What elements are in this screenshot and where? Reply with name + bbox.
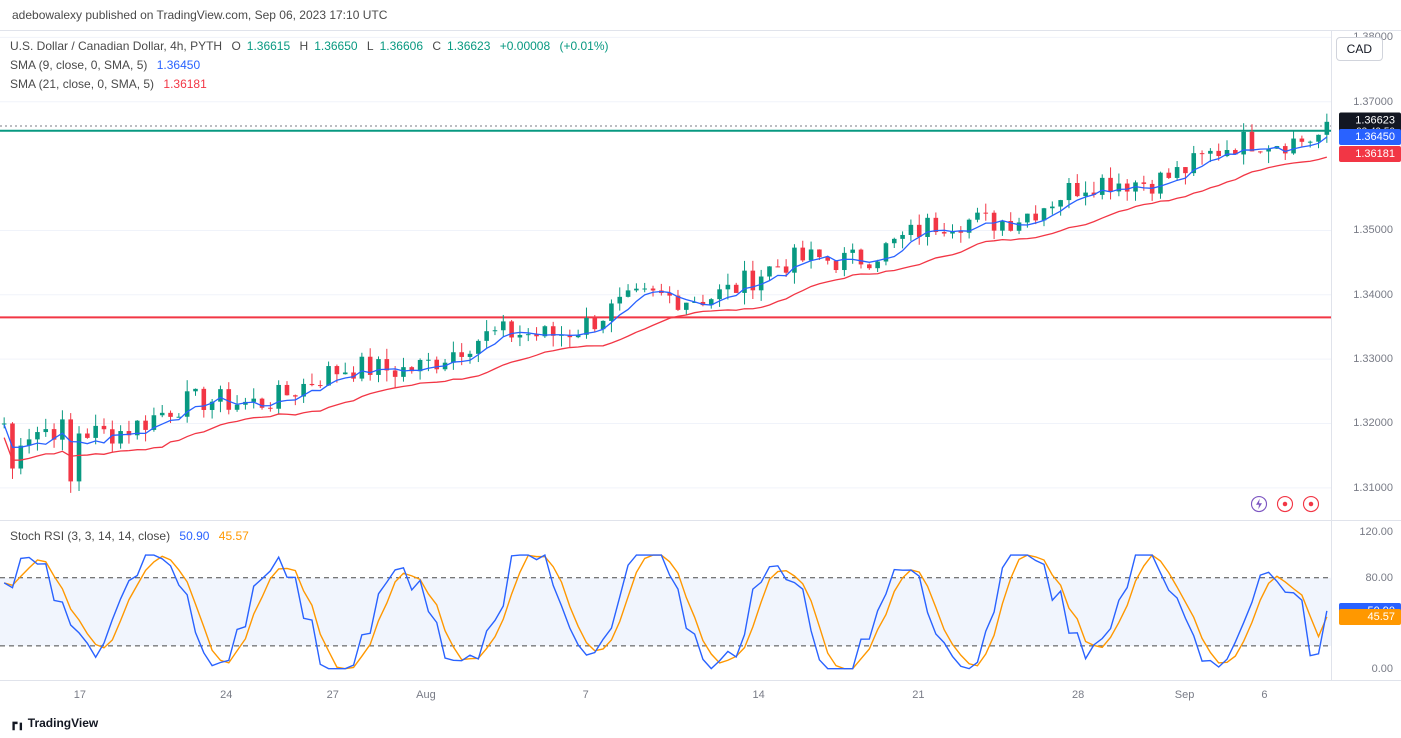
- rsi-legend: Stoch RSI (3, 3, 14, 14, close) 50.90 45…: [10, 527, 255, 546]
- time-tick: 7: [583, 689, 589, 701]
- time-tick: 28: [1072, 689, 1084, 701]
- time-tick: Aug: [416, 689, 436, 701]
- ohlc-h-label: H: [300, 39, 309, 53]
- pair-title: U.S. Dollar / Canadian Dollar, 4h, PYTH: [10, 39, 222, 53]
- ohlc-o: 1.36615: [247, 39, 290, 53]
- rsi-d-value: 45.57: [219, 529, 249, 543]
- rsi-y-axis[interactable]: 0.0080.00120.0050.9045.57: [1331, 521, 1401, 680]
- time-tick: 21: [912, 689, 924, 701]
- rsi-tag: 45.57: [1339, 609, 1401, 625]
- brand-footer: ┏╻ TradingView: [0, 710, 1401, 738]
- ohlc-o-label: O: [231, 39, 240, 53]
- panel-icon-row: [1249, 494, 1321, 514]
- time-tick: 17: [74, 689, 86, 701]
- price-plot[interactable]: [0, 31, 1331, 520]
- target-icon[interactable]: [1301, 494, 1321, 514]
- ohlc-l: 1.36606: [380, 39, 423, 53]
- time-tick: 27: [327, 689, 339, 701]
- bolt-icon[interactable]: [1249, 494, 1269, 514]
- price-ytick: 1.35000: [1353, 224, 1393, 236]
- price-ytick: 1.32000: [1353, 417, 1393, 429]
- ohlc-chg: +0.00008: [500, 39, 550, 53]
- rsi-ytick: 0.00: [1372, 663, 1393, 675]
- rsi-ytick: 120.00: [1359, 526, 1393, 538]
- ohlc-c: 1.36623: [447, 39, 490, 53]
- ohlc-chg-pct: (+0.01%): [559, 39, 608, 53]
- time-axis[interactable]: 17 24 27 Aug 7 14 21 28 Sep 6: [0, 680, 1401, 710]
- price-tag: 1.36450: [1339, 129, 1401, 145]
- rsi-panel[interactable]: Stoch RSI (3, 3, 14, 14, close) 50.90 45…: [0, 520, 1401, 680]
- ohlc-l-label: L: [367, 39, 374, 53]
- rsi-label: Stoch RSI (3, 3, 14, 14, close): [10, 529, 170, 543]
- currency-badge[interactable]: CAD: [1336, 37, 1383, 61]
- ohlc-c-label: C: [432, 39, 441, 53]
- price-tag: 1.36181: [1339, 146, 1401, 162]
- price-ytick: 1.34000: [1353, 289, 1393, 301]
- price-y-axis[interactable]: 1.31000 1.32000 1.33000 1.34000 1.35000 1.370…: [1331, 31, 1401, 520]
- time-tick: 24: [220, 689, 232, 701]
- brand-text: TradingView: [28, 716, 98, 730]
- sma9-label: SMA (9, close, 0, SMA, 5): [10, 58, 147, 72]
- price-panel[interactable]: CAD U.S. Dollar / Canadian Dollar, 4h, P…: [0, 30, 1401, 520]
- price-legend: U.S. Dollar / Canadian Dollar, 4h, PYTH …: [10, 37, 615, 95]
- time-tick: Sep: [1175, 689, 1195, 701]
- ohlc-h: 1.36650: [314, 39, 357, 53]
- sma21-value: 1.36181: [163, 77, 206, 91]
- price-ytick: 1.37000: [1353, 96, 1393, 108]
- sma21-label: SMA (21, close, 0, SMA, 5): [10, 77, 154, 91]
- tradingview-logo-icon: ┏╻: [10, 716, 24, 730]
- publish-header: adebowalexy published on TradingView.com…: [0, 0, 1401, 30]
- time-tick: 6: [1261, 689, 1267, 701]
- price-ytick: 1.33000: [1353, 353, 1393, 365]
- time-tick: 14: [753, 689, 765, 701]
- chart-container: CAD U.S. Dollar / Canadian Dollar, 4h, P…: [0, 30, 1401, 710]
- sma9-value: 1.36450: [157, 58, 200, 72]
- price-ytick: 1.31000: [1353, 482, 1393, 494]
- rsi-k-value: 50.90: [179, 529, 209, 543]
- rsi-ytick: 80.00: [1365, 572, 1393, 584]
- target-icon[interactable]: [1275, 494, 1295, 514]
